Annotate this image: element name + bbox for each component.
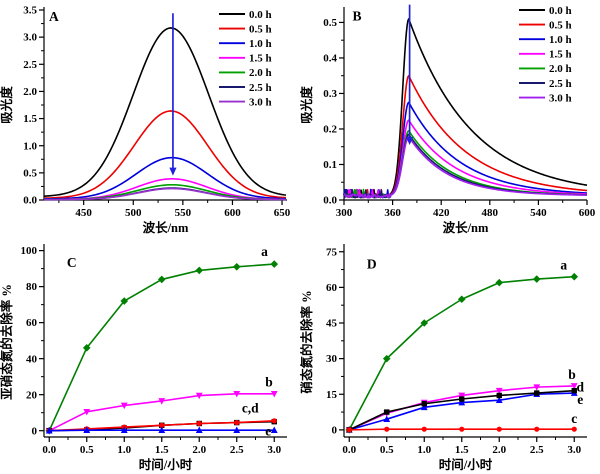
- svg-text:3.0: 3.0: [267, 444, 281, 456]
- svg-text:波长/nm: 波长/nm: [443, 220, 489, 235]
- svg-text:2.5 h: 2.5 h: [549, 78, 572, 90]
- svg-text:0.0 h: 0.0 h: [249, 9, 272, 21]
- svg-text:0.5: 0.5: [380, 444, 394, 456]
- svg-text:B: B: [352, 9, 361, 24]
- svg-text:a: a: [261, 244, 268, 259]
- svg-text:波长/nm: 波长/nm: [143, 220, 189, 235]
- svg-text:15: 15: [326, 389, 338, 401]
- svg-text:0.0: 0.0: [23, 195, 37, 207]
- svg-text:20: 20: [26, 389, 38, 401]
- svg-text:650: 650: [274, 207, 291, 219]
- svg-text:75: 75: [326, 246, 338, 258]
- svg-text:3.0: 3.0: [23, 32, 37, 44]
- svg-text:d: d: [576, 379, 584, 394]
- svg-text:D: D: [367, 256, 377, 271]
- svg-text:40: 40: [26, 353, 38, 365]
- svg-text:a: a: [560, 258, 567, 273]
- svg-text:0.5 h: 0.5 h: [249, 23, 272, 35]
- svg-text:吸光度: 吸光度: [0, 86, 14, 124]
- svg-text:1.5: 1.5: [155, 444, 169, 456]
- svg-text:0.1: 0.1: [323, 159, 337, 171]
- svg-text:30: 30: [326, 353, 338, 365]
- svg-text:1.0: 1.0: [117, 444, 131, 456]
- svg-text:550: 550: [175, 207, 192, 219]
- svg-text:C: C: [67, 255, 77, 270]
- svg-text:0.4: 0.4: [323, 53, 337, 65]
- panel-a-chart: 450 500 550 600 650 0.0 0.5 1.0 1.5 2.0 2.5 3.0 3.5 波…: [0, 5, 291, 235]
- panel-b-chart: 300 360 420 480 540 600 0.0 0.1 0.2 0.3 0.4 0.5 波长/n…: [299, 4, 596, 235]
- svg-text:360: 360: [384, 207, 401, 219]
- svg-text:60: 60: [326, 282, 338, 294]
- panel-c-chart: 0.0 0.5 1.0 1.5 2.0 2.5 3.0 0 20 40 60 80 100 时间/小时 亚硝…: [0, 244, 287, 472]
- svg-text:0.5 h: 0.5 h: [549, 19, 572, 31]
- svg-text:600: 600: [224, 207, 241, 219]
- svg-text:0.2: 0.2: [323, 124, 337, 136]
- svg-text:1.5 h: 1.5 h: [249, 53, 272, 65]
- svg-text:时间/小时: 时间/小时: [139, 457, 193, 472]
- svg-text:60: 60: [26, 317, 38, 329]
- svg-text:500: 500: [125, 207, 142, 219]
- svg-text:0.0: 0.0: [342, 444, 356, 456]
- svg-text:1.5: 1.5: [23, 113, 37, 125]
- svg-text:b: b: [265, 375, 273, 390]
- svg-text:0.0: 0.0: [42, 444, 56, 456]
- svg-text:吸光度: 吸光度: [299, 86, 314, 124]
- svg-text:0.0 h: 0.0 h: [549, 5, 572, 17]
- svg-text:0.5: 0.5: [323, 17, 337, 29]
- svg-text:3.0 h: 3.0 h: [249, 96, 272, 108]
- svg-text:45: 45: [326, 318, 338, 330]
- svg-text:2.0 h: 2.0 h: [249, 67, 272, 79]
- svg-text:3.5: 3.5: [23, 5, 37, 17]
- svg-text:硝态氮的去除率 %: 硝态氮的去除率 %: [299, 290, 314, 393]
- svg-text:540: 540: [530, 207, 547, 219]
- svg-text:A: A: [49, 9, 59, 24]
- svg-text:3.0 h: 3.0 h: [549, 92, 572, 104]
- svg-text:480: 480: [482, 207, 499, 219]
- svg-text:2.5 h: 2.5 h: [249, 82, 272, 94]
- svg-text:1.5 h: 1.5 h: [549, 49, 572, 61]
- svg-text:0.0: 0.0: [323, 195, 337, 207]
- svg-text:e: e: [265, 423, 271, 438]
- svg-text:0: 0: [332, 424, 338, 436]
- svg-text:0.5: 0.5: [23, 167, 37, 179]
- svg-text:0.5: 0.5: [80, 444, 94, 456]
- svg-text:2.5: 2.5: [230, 444, 244, 456]
- svg-text:时间/小时: 时间/小时: [439, 457, 493, 472]
- svg-text:0: 0: [32, 425, 38, 437]
- svg-text:80: 80: [26, 281, 38, 293]
- svg-text:1.5: 1.5: [455, 444, 469, 456]
- svg-text:1.0: 1.0: [417, 444, 431, 456]
- svg-text:3.0: 3.0: [567, 444, 581, 456]
- svg-text:c: c: [571, 411, 577, 426]
- svg-text:420: 420: [433, 207, 450, 219]
- svg-text:100: 100: [21, 245, 38, 257]
- svg-text:2.5: 2.5: [23, 59, 37, 71]
- svg-text:450: 450: [75, 207, 92, 219]
- svg-text:e: e: [577, 392, 583, 407]
- svg-text:600: 600: [579, 207, 596, 219]
- panel-d-chart: 0.0 0.5 1.0 1.5 2.0 2.5 3.0 0 15 30 45 60 75 时间/小时 硝态氮…: [299, 244, 587, 472]
- svg-text:2.0 h: 2.0 h: [549, 63, 572, 75]
- svg-text:300: 300: [336, 207, 353, 219]
- svg-text:c,d: c,d: [242, 401, 259, 416]
- svg-text:1.0 h: 1.0 h: [549, 34, 572, 46]
- svg-text:2.0: 2.0: [492, 444, 506, 456]
- svg-text:2.0: 2.0: [192, 444, 206, 456]
- svg-text:2.0: 2.0: [23, 86, 37, 98]
- svg-text:b: b: [568, 367, 576, 382]
- svg-text:0.3: 0.3: [323, 88, 337, 100]
- svg-text:1.0: 1.0: [23, 140, 37, 152]
- svg-text:亚硝态氮的去除率 %: 亚硝态氮的去除率 %: [0, 284, 14, 400]
- svg-text:1.0 h: 1.0 h: [249, 38, 272, 50]
- svg-text:2.5: 2.5: [530, 444, 544, 456]
